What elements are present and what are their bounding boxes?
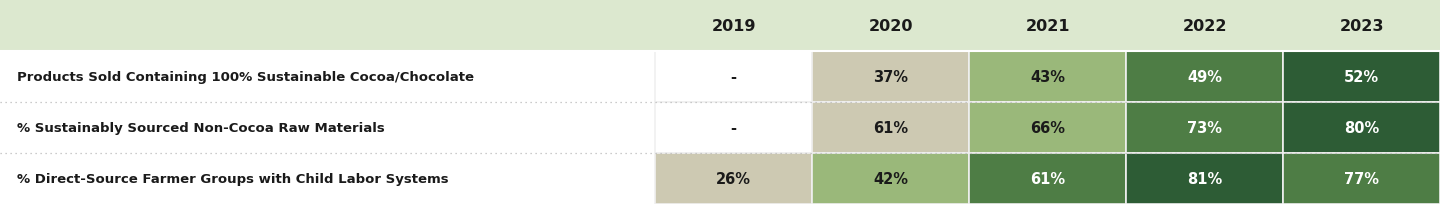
Text: % Sustainably Sourced Non-Cocoa Raw Materials: % Sustainably Sourced Non-Cocoa Raw Mate… xyxy=(17,122,384,134)
Text: 52%: 52% xyxy=(1344,70,1380,85)
Bar xyxy=(1283,52,1440,103)
Bar xyxy=(812,153,969,204)
Bar xyxy=(1126,103,1283,153)
Bar xyxy=(812,103,969,153)
Bar xyxy=(812,52,969,103)
Text: 61%: 61% xyxy=(873,121,909,135)
Bar xyxy=(969,153,1126,204)
Bar xyxy=(969,103,1126,153)
Text: 49%: 49% xyxy=(1187,70,1223,85)
Text: -: - xyxy=(730,70,737,85)
Bar xyxy=(1283,103,1440,153)
Text: 81%: 81% xyxy=(1187,171,1223,186)
Bar xyxy=(1283,153,1440,204)
Bar xyxy=(1126,52,1283,103)
Bar xyxy=(655,52,812,103)
Text: 42%: 42% xyxy=(873,171,909,186)
Bar xyxy=(0,153,655,204)
Text: 73%: 73% xyxy=(1187,121,1223,135)
Bar xyxy=(655,103,812,153)
Text: 2021: 2021 xyxy=(1025,19,1070,33)
Bar xyxy=(0,52,655,103)
Text: 37%: 37% xyxy=(873,70,909,85)
Text: 2019: 2019 xyxy=(711,19,756,33)
Text: Products Sold Containing 100% Sustainable Cocoa/Chocolate: Products Sold Containing 100% Sustainabl… xyxy=(17,71,474,84)
Bar xyxy=(0,0,1440,52)
Text: 2023: 2023 xyxy=(1339,19,1384,33)
Text: 80%: 80% xyxy=(1344,121,1380,135)
Text: -: - xyxy=(730,121,737,135)
Text: % Direct-Source Farmer Groups with Child Labor Systems: % Direct-Source Farmer Groups with Child… xyxy=(17,172,449,185)
Text: 2020: 2020 xyxy=(868,19,913,33)
Bar xyxy=(0,103,655,153)
Text: 43%: 43% xyxy=(1030,70,1066,85)
Text: 66%: 66% xyxy=(1030,121,1066,135)
Bar xyxy=(969,52,1126,103)
Bar xyxy=(1126,153,1283,204)
Text: 61%: 61% xyxy=(1030,171,1066,186)
Text: 26%: 26% xyxy=(716,171,752,186)
Bar xyxy=(655,153,812,204)
Text: 77%: 77% xyxy=(1344,171,1380,186)
Text: 2022: 2022 xyxy=(1182,19,1227,33)
